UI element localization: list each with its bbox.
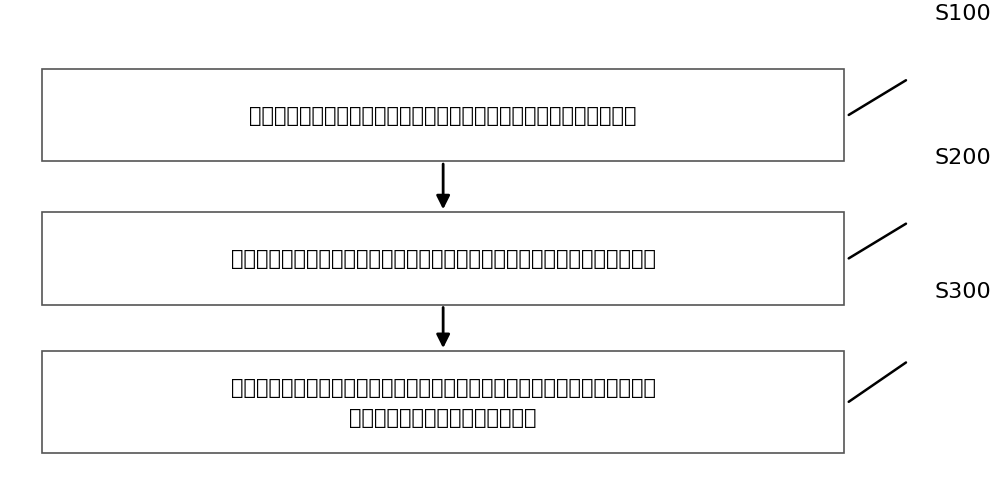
Text: S200: S200	[935, 147, 991, 167]
FancyBboxPatch shape	[42, 213, 844, 305]
Text: S300: S300	[935, 281, 991, 301]
Text: 给功率半导体器件施加阶跃损耗，记录时域热阻抗曲线和输出热流曲线: 给功率半导体器件施加阶跃损耗，记录时域热阻抗曲线和输出热流曲线	[249, 106, 637, 126]
FancyBboxPatch shape	[42, 70, 844, 162]
Text: S100: S100	[935, 4, 991, 24]
FancyBboxPatch shape	[42, 351, 844, 453]
Text: 对所述时域热阻抗曲线进行频域分析，得到频域热阻抗模型及其特征频率个数: 对所述时域热阻抗曲线进行频域分析，得到频域热阻抗模型及其特征频率个数	[231, 249, 656, 269]
Text: 结合所述频域热阻抗模型的特征频率，对所述时域输出热流曲线进行拟合，提
取出功率半导体器件的特征频率值: 结合所述频域热阻抗模型的特征频率，对所述时域输出热流曲线进行拟合，提 取出功率半…	[231, 377, 656, 427]
